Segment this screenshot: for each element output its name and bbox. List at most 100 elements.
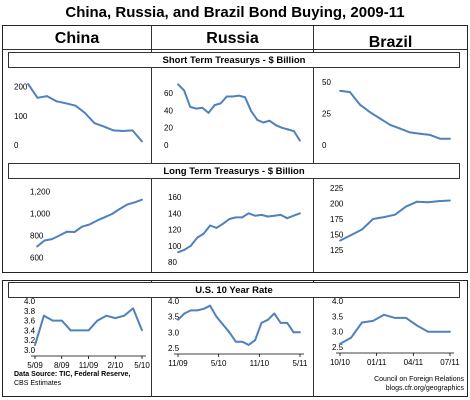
brazil-long-term-treasurys-billion-data-point: [405, 205, 407, 208]
russia-u-s-10-year-rate-data-point: [234, 340, 237, 343]
russia-long-term-treasurys-billion-data-point: [222, 222, 224, 225]
brazil-u-s-10-year-rate-xtick-label: 07/11: [440, 358, 460, 367]
russia-long-term-treasurys-billion-ytick-label: 80: [168, 258, 177, 267]
brazil-u-s-10-year-rate-data-point: [438, 330, 440, 333]
brazil-short-term-treasurys-billion-series-line: [339, 89, 450, 140]
china-u-s-10-year-rate-data-point: [51, 319, 54, 322]
brazil-long-term-treasurys-billion-ytick-label: 175: [330, 215, 344, 224]
org-credit-line1: Council on Foreign Relations: [374, 376, 464, 383]
data-source-line2: CBS Estimates: [14, 380, 62, 387]
russia-u-s-10-year-rate-data-point: [183, 312, 186, 315]
china-u-s-10-year-rate-data-point: [132, 307, 134, 310]
china-u-s-10-year-rate-xtick-label: 5/10: [134, 361, 150, 370]
china-short-term-treasurys-billion-data-point: [93, 122, 96, 125]
russia-long-term-treasurys-billion-data-point: [234, 216, 237, 219]
russia-short-term-treasurys-billion-data-point: [207, 112, 210, 114]
brazil-short-term-treasurys-billion-data-point: [359, 103, 361, 106]
china-long-term-treasurys-billion-data-point: [88, 223, 91, 226]
china-short-term-treasurys-billion-data-point: [55, 100, 58, 103]
russia-short-term-treasurys-billion-data-point: [189, 105, 192, 108]
brazil-u-s-10-year-rate-ytick-label: 3.5: [332, 312, 344, 321]
china-u-s-10-year-rate-xtick-label: 5/09: [27, 361, 43, 370]
column-heading-china: China: [54, 30, 100, 47]
russia-long-term-treasurys-billion-data-point: [196, 236, 199, 239]
china-u-s-10-year-rate-ytick-label: 4.0: [24, 297, 36, 306]
russia-u-s-10-year-rate-data-point: [196, 309, 199, 312]
brazil-u-s-10-year-rate-xtick-label: 01/11: [367, 358, 387, 367]
russia-short-term-treasurys-billion-data-point: [225, 95, 228, 98]
china-long-term-treasurys-billion-data-point: [126, 203, 128, 206]
brazil-long-term-treasurys-billion-data-point: [350, 234, 352, 236]
russia-long-term-treasurys-billion-data-point: [189, 244, 192, 247]
data-source-note: Data Source: TIC, Federal Reserve, CBS E…: [14, 370, 154, 388]
russia-long-term-treasurys-billion-data-point: [266, 215, 269, 218]
brazil-short-term-treasurys-billion-data-point: [379, 117, 381, 120]
china-long-term-treasurys-billion-data-point: [36, 245, 38, 248]
china-short-term-treasurys-billion-data-point: [65, 102, 67, 105]
brazil-short-term-treasurys-billion-data-point: [349, 91, 351, 93]
brazil-short-term-treasurys-billion-data-point: [449, 137, 451, 140]
russia-long-term-treasurys-billion-data-point: [247, 212, 250, 215]
russia-long-term-treasurys-billion-data-point: [202, 232, 205, 235]
russia-long-term-treasurys-billion-data-point: [254, 214, 256, 217]
russia-short-term-treasurys-billion-data-point: [195, 107, 198, 110]
china-short-term-treasurys-billion-data-point: [36, 96, 39, 99]
brazil-long-term-treasurys-billion-data-point: [394, 213, 396, 216]
china-u-s-10-year-rate-ytick-label: 3.6: [24, 317, 36, 326]
china-long-term-treasurys-billion-data-point: [118, 208, 121, 210]
brazil-long-term-treasurys-billion-data-point: [427, 201, 429, 204]
brazil-long-term-treasurys-billion-ytick-label: 150: [330, 230, 344, 239]
russia-u-s-10-year-rate-xtick-label: 5/10: [211, 359, 227, 368]
brazil-short-term-treasurys-billion-data-point: [439, 137, 441, 140]
china-long-term-treasurys-billion-data-point: [103, 216, 106, 219]
china-long-term-treasurys-billion-series-line: [36, 198, 143, 248]
china-long-term-treasurys-billion-data-point: [111, 213, 113, 215]
china-long-term-treasurys-billion-ytick-label: 1,200: [30, 187, 51, 196]
russia-u-s-10-year-rate-data-point: [292, 331, 295, 334]
russia-short-term-treasurys-billion-data-point: [201, 106, 204, 109]
china-short-term-treasurys-billion-data-point: [141, 140, 143, 143]
russia-short-term-treasurys-billion-data-point: [274, 124, 277, 126]
russia-short-term-treasurys-billion-data-point: [183, 89, 186, 92]
russia-short-term-treasurys-billion-ytick-label: 0: [164, 141, 169, 150]
column-divider-1: [151, 26, 152, 272]
russia-long-term-treasurys-billion-data-point: [177, 251, 179, 254]
china-long-term-treasurys-billion-data-point: [133, 201, 136, 204]
brazil-long-term-treasurys-billion-data-point: [383, 216, 385, 219]
china-long-term-treasurys-billion-ytick-label: 1,000: [30, 209, 51, 218]
russia-short-term-treasurys-billion-data-point: [213, 104, 216, 107]
china-u-s-10-year-rate-data-point: [105, 314, 108, 317]
china-short-term-treasurys-billion-ytick-label: 200: [14, 83, 28, 92]
brazil-u-s-10-year-rate-data-point: [449, 330, 451, 333]
russia-u-s-10-year-rate-data-point: [241, 340, 244, 343]
russia-long-term-treasurys-billion-data-point: [273, 214, 276, 217]
brazil-long-term-treasurys-billion-ytick-label: 225: [330, 184, 344, 193]
russia-short-term-treasurys-billion-data-point: [232, 95, 234, 98]
china-long-term-treasurys-billion-data-point: [51, 238, 53, 240]
russia-long-term-treasurys-billion-ytick-label: 120: [168, 226, 182, 235]
brazil-long-term-treasurys-billion-ytick-label: 125: [330, 246, 344, 255]
russia-long-term-treasurys-billion-series-line: [177, 212, 301, 254]
china-u-s-10-year-rate-xtick-label: 2/10: [107, 361, 123, 370]
china-u-s-10-year-rate-ytick-label: 3.4: [24, 326, 36, 335]
brazil-short-term-treasurys-billion-data-point: [429, 134, 431, 136]
brazil-short-term-treasurys-billion-data-point: [419, 132, 421, 135]
russia-u-s-10-year-rate-data-point: [254, 339, 256, 342]
column-divider-3: [151, 281, 152, 396]
brazil-short-term-treasurys-billion-data-point: [399, 127, 401, 130]
russia-u-s-10-year-rate-xtick-label: 11/10: [250, 359, 270, 368]
russia-short-term-treasurys-billion-ytick-label: 40: [164, 106, 173, 115]
china-u-s-10-year-rate-data-point: [123, 314, 126, 317]
china-long-term-treasurys-billion-data-point: [43, 239, 46, 242]
brazil-long-term-treasurys-billion-data-point: [372, 218, 374, 220]
brazil-short-term-treasurys-billion-ytick-label: 0: [322, 141, 327, 150]
china-short-term-treasurys-billion-data-point: [103, 125, 105, 128]
china-u-s-10-year-rate-data-point: [60, 319, 63, 322]
china-u-s-10-year-rate-xtick-label: 11/09: [79, 361, 99, 370]
brazil-u-s-10-year-rate-data-point: [339, 343, 341, 345]
brazil-long-term-treasurys-billion-data-point: [438, 200, 440, 202]
brazil-u-s-10-year-rate-series-line: [339, 313, 450, 345]
china-u-s-10-year-rate-data-point: [43, 314, 45, 317]
upper-panel-frame: [2, 25, 468, 273]
russia-short-term-treasurys-billion-data-point: [286, 128, 289, 131]
